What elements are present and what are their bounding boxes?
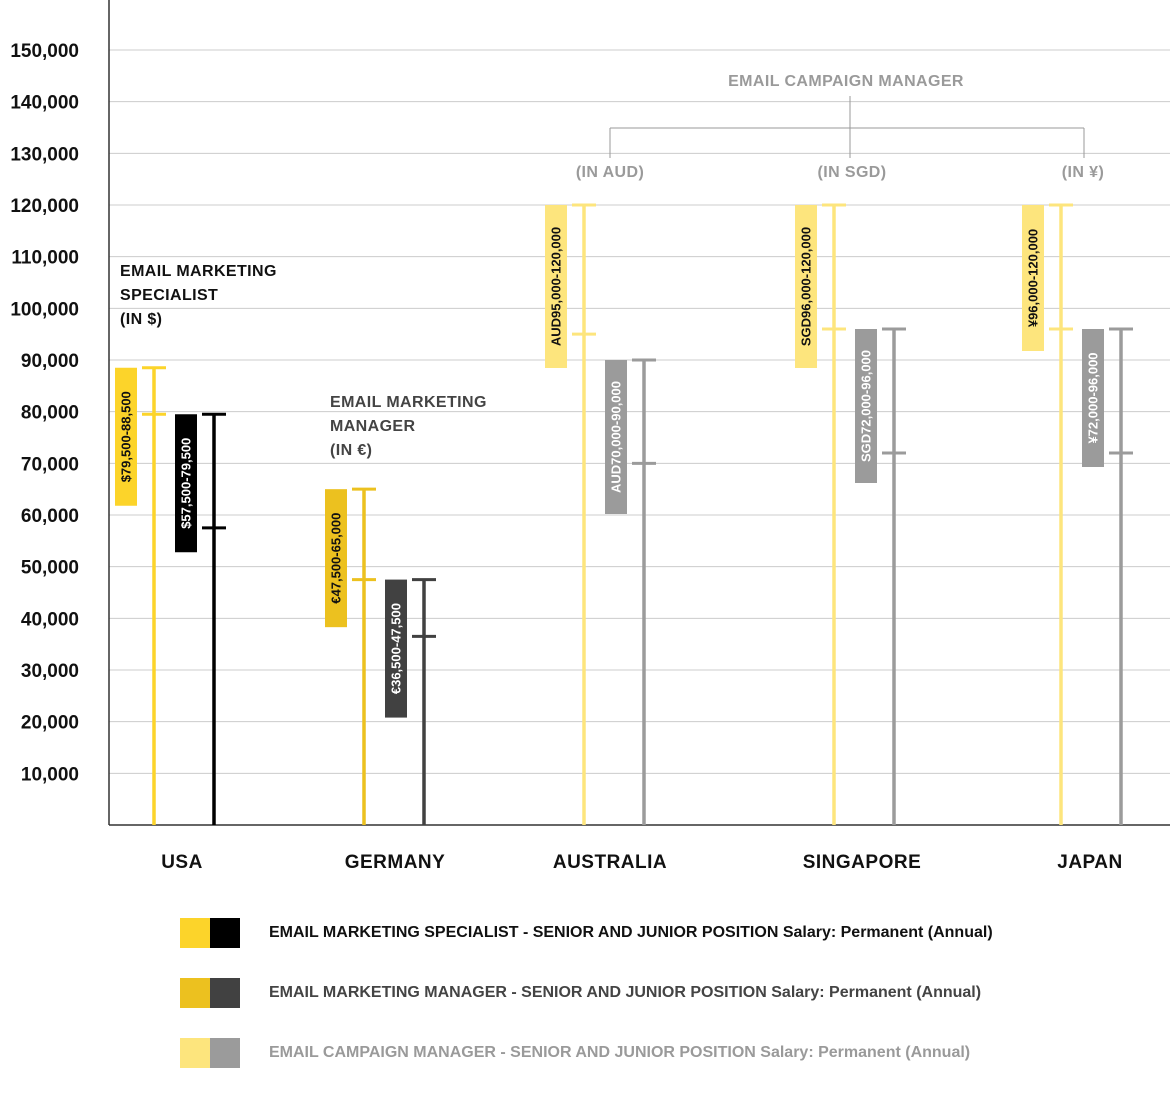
legend-label: EMAIL MARKETING SPECIALIST - SENIOR AND … xyxy=(269,924,993,941)
range-label-pill xyxy=(605,360,627,514)
y-tick-label: 10,000 xyxy=(21,764,79,785)
annotation-specialist: SPECIALIST xyxy=(120,287,218,304)
annotation-specialist: (IN $) xyxy=(120,311,162,328)
range-label-text: €36,500-47,500 xyxy=(389,603,404,694)
range-label-text: €47,500-65,000 xyxy=(329,513,344,604)
y-tick-label: 140,000 xyxy=(10,93,79,114)
legend-label: EMAIL CAMPAIGN MANAGER - SENIOR AND JUNI… xyxy=(269,1044,971,1061)
legend-item: EMAIL CAMPAIGN MANAGER - SENIOR AND JUNI… xyxy=(180,1038,1140,1068)
range-label-text: $57,500-79,500 xyxy=(179,438,194,529)
range-label-pill xyxy=(1082,329,1104,467)
y-tick-label: 150,000 xyxy=(10,41,79,62)
annotation-manager: MANAGER xyxy=(330,418,416,435)
y-tick-label: 80,000 xyxy=(21,403,79,424)
x-category-label: SINGAPORE xyxy=(803,852,922,873)
legend-swatch-senior xyxy=(180,1038,210,1068)
y-tick-label: 120,000 xyxy=(10,196,79,217)
annotation-campaign-unit: (IN SGD) xyxy=(818,164,887,181)
range-label-pill xyxy=(115,367,137,506)
annotation-campaign-unit: (IN AUD) xyxy=(576,164,644,181)
annotation-manager: (IN €) xyxy=(330,442,372,459)
y-tick-label: 130,000 xyxy=(10,144,79,165)
y-tick-label: 50,000 xyxy=(21,558,79,579)
range-label-pill xyxy=(1022,205,1044,351)
legend-swatch-senior xyxy=(180,978,210,1008)
y-tick-label: 60,000 xyxy=(21,506,79,527)
x-category-label: AUSTRALIA xyxy=(553,852,667,873)
annotation-campaign-title: EMAIL CAMPAIGN MANAGER xyxy=(728,73,964,90)
legend: EMAIL MARKETING SPECIALIST - SENIOR AND … xyxy=(180,918,1140,1098)
range-label-pill xyxy=(175,414,197,553)
y-tick-label: 100,000 xyxy=(10,299,79,320)
range-label-text: SGD72,000-96,000 xyxy=(859,350,874,462)
x-category-label: JAPAN xyxy=(1057,852,1123,873)
range-label-pill xyxy=(795,205,817,368)
annotation-campaign-unit: (IN ¥) xyxy=(1062,164,1104,181)
range-label-text: ¥96,000-120,000 xyxy=(1026,229,1041,327)
y-tick-label: 40,000 xyxy=(21,609,79,630)
annotation-specialist: EMAIL MARKETING xyxy=(120,263,277,280)
legend-swatch-senior xyxy=(180,918,210,948)
legend-label: EMAIL MARKETING MANAGER - SENIOR AND JUN… xyxy=(269,984,982,1001)
range-label-pill xyxy=(855,329,877,483)
annotations: EMAIL MARKETING SPECIALIST (IN $) EMAIL MAR… xyxy=(120,73,1104,459)
legend-swatch-junior xyxy=(210,918,240,948)
x-category-label: USA xyxy=(161,852,203,873)
range-series: $79,500-88,500 $57,500-79,500 €47,500-65,0… xyxy=(115,203,1133,825)
range-label-text: AUD70,000-90,000 xyxy=(609,381,624,493)
legend-item: EMAIL MARKETING MANAGER - SENIOR AND JUN… xyxy=(180,978,1140,1008)
y-tick-label: 90,000 xyxy=(21,351,79,372)
range-label-text: AUD95,000-120,000 xyxy=(549,227,564,346)
range-label-text: SGD96,000-120,000 xyxy=(799,227,814,346)
range-label-pill xyxy=(385,579,407,718)
grid-lines xyxy=(109,49,1170,774)
legend-item: EMAIL MARKETING SPECIALIST - SENIOR AND … xyxy=(180,918,1140,948)
annotation-manager: EMAIL MARKETING xyxy=(330,394,487,411)
legend-swatch-junior xyxy=(210,1038,240,1068)
y-tick-label: 70,000 xyxy=(21,454,79,475)
y-tick-label: 110,000 xyxy=(11,248,79,269)
range-label-text: ¥72,000-96,000 xyxy=(1086,352,1101,443)
legend-swatch-junior xyxy=(210,978,240,1008)
y-tick-label: 20,000 xyxy=(21,713,79,734)
salary-range-chart: 150,000 140,000 130,000 120,000 110,000 100,0… xyxy=(10,0,1170,873)
x-axis-labels: USA GERMANY AUSTRALIA SINGAPORE JAPAN xyxy=(109,824,1170,873)
x-category-label: GERMANY xyxy=(345,852,446,873)
range-label-pill xyxy=(545,205,567,368)
y-tick-label: 30,000 xyxy=(21,661,79,682)
y-axis: 150,000 140,000 130,000 120,000 110,000 100,0… xyxy=(10,0,110,825)
range-label-pill xyxy=(325,489,347,628)
range-label-text: $79,500-88,500 xyxy=(119,391,134,482)
